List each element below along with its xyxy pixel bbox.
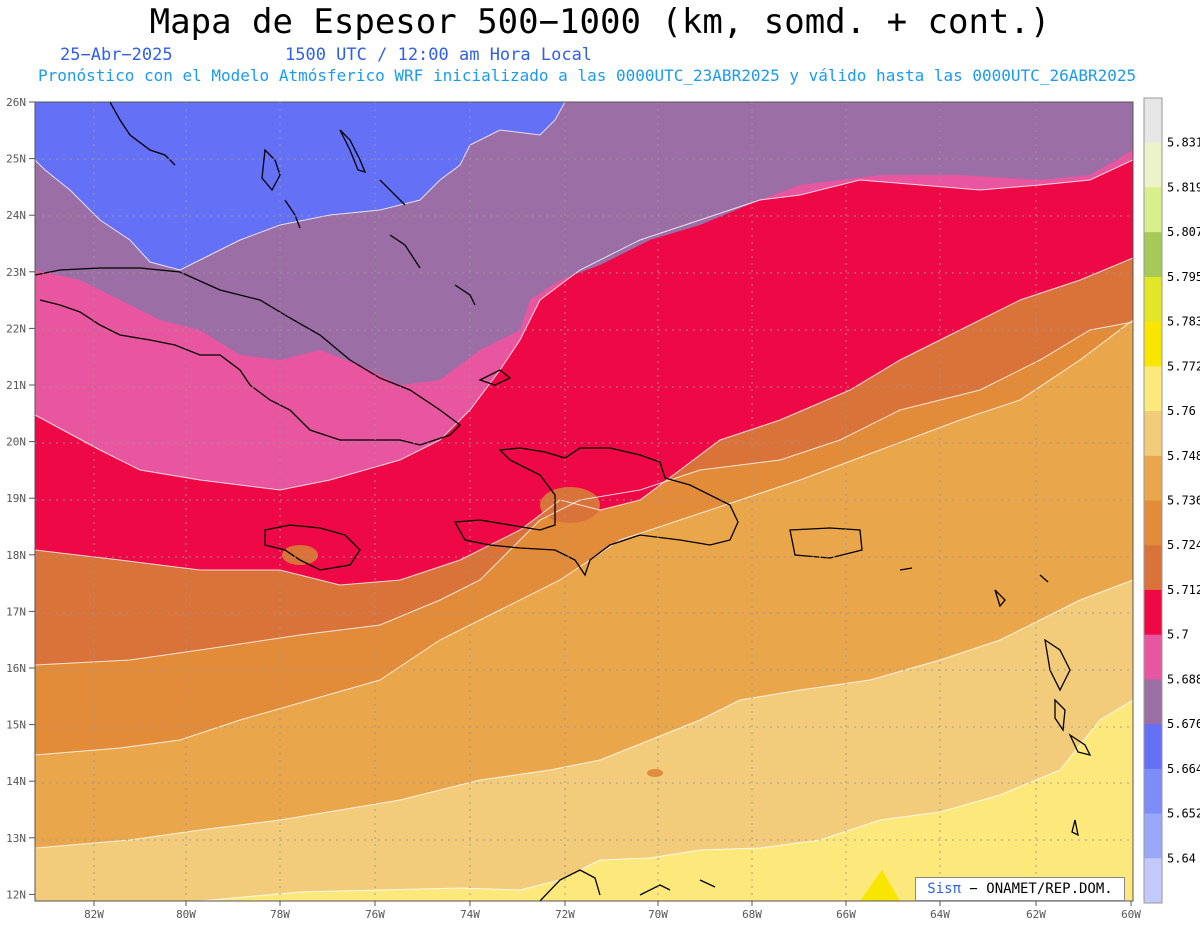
grid (35, 102, 1133, 901)
lon-label-74W: 74W (460, 908, 480, 921)
lon-label-78W: 78W (270, 908, 290, 921)
colorbar-swatch (1144, 232, 1162, 278)
colorbar-label: 5.688 (1167, 672, 1200, 686)
colorbar-swatch (1144, 366, 1162, 412)
colorbar-swatch (1144, 187, 1162, 233)
lat-label-23N: 23N (6, 266, 26, 279)
lat-label-16N: 16N (6, 662, 26, 675)
lon-label-72W: 72W (555, 908, 575, 921)
lon-label-82W: 82W (84, 908, 104, 921)
colorbar-label: 5.831 (1167, 136, 1200, 150)
lon-label-62W: 62W (1026, 908, 1046, 921)
colorbar-swatch (1144, 768, 1162, 815)
colorbar-swatch (1144, 858, 1162, 904)
lat-label-21N: 21N (6, 379, 26, 392)
lat-label-19N: 19N (6, 492, 26, 505)
colorbar-label: 5.652 (1167, 807, 1200, 821)
colorbar-label: 5.783 (1167, 315, 1200, 329)
colorbar-label: 5.76 (1167, 404, 1196, 418)
credit-text: − ONAMET/REP.DOM. (961, 881, 1113, 897)
credit-pi: π (952, 881, 961, 897)
colorbar-swatch (1144, 813, 1162, 859)
contour-fill (35, 102, 1133, 901)
band-5676 (35, 102, 565, 270)
lat-label-24N: 24N (6, 209, 26, 222)
lon-label-60W: 60W (1121, 908, 1141, 921)
lon-label-64W: 64W (930, 908, 950, 921)
lon-label-68W: 68W (742, 908, 762, 921)
lat-label-15N: 15N (6, 719, 26, 732)
colorbar-swatch (1144, 679, 1162, 725)
colorbar-swatch (1144, 634, 1162, 680)
colorbar-swatch (1144, 98, 1162, 144)
lon-label-66W: 66W (836, 908, 856, 921)
colorbar-swatch (1144, 455, 1162, 501)
colorbar (1143, 97, 1163, 904)
colorbar-swatch (1144, 321, 1162, 367)
lat-label-20N: 20N (6, 436, 26, 449)
lat-label-26N: 26N (6, 96, 26, 109)
colorbar-label: 5.819 (1167, 180, 1200, 194)
colorbar-swatch (1144, 724, 1162, 770)
colorbar-label: 5.807 (1167, 225, 1200, 239)
colorbar-label: 5.748 (1167, 449, 1200, 463)
colorbar-labels: 5.64 5.652 5.664 5.676 5.688 5.7 5.712 5.724 5.7… (1167, 136, 1200, 866)
colorbar-label: 5.664 (1167, 762, 1200, 776)
lat-label-18N: 18N (6, 549, 26, 562)
colorbar-swatch (1144, 411, 1162, 457)
lat-label-12N: 12N (6, 888, 26, 901)
colorbar-label: 5.64 (1167, 851, 1196, 865)
latitude-axis: 26N 25N 24N 23N 22N 21N 20N 19N 18N 17N 16N 15N 14N 1… (6, 96, 35, 901)
colorbar-label: 5.7 (1167, 628, 1189, 642)
colorbar-swatch (1144, 545, 1162, 591)
lat-label-13N: 13N (6, 832, 26, 845)
map-frame (34, 101, 1134, 902)
colorbar-frame (1143, 97, 1163, 904)
colorbar-label: 5.736 (1167, 494, 1200, 508)
coastlines (35, 102, 1092, 901)
lat-label-14N: 14N (6, 775, 26, 788)
colorbar-swatch (1144, 500, 1162, 546)
lat-label-22N: 22N (6, 322, 26, 335)
lon-label-80W: 80W (176, 908, 196, 921)
lon-label-76W: 76W (365, 908, 385, 921)
map-title: Mapa de Espesor 500−1000 (km, somd. + co… (149, 2, 1051, 42)
lat-label-25N: 25N (6, 153, 26, 166)
credit-box: Sisπ − ONAMET/REP.DOM. (915, 877, 1125, 901)
lat-label-17N: 17N (6, 605, 26, 618)
credit-sis: Sis (927, 881, 953, 897)
colorbar-swatch (1144, 276, 1162, 323)
colorbar-label: 5.712 (1167, 583, 1200, 597)
colorbar-swatch (1144, 589, 1162, 636)
date-label: 25−Abr−2025 (60, 45, 173, 65)
longitude-axis: 82W 80W 78W 76W 74W 72W 70W 68W 66W 64W 62W 60W (84, 901, 1141, 921)
colorbar-label: 5.772 (1167, 359, 1200, 373)
colorbar-label: 5.724 (1167, 538, 1200, 552)
colorbar-swatch (1144, 142, 1162, 188)
lon-label-70W: 70W (648, 908, 668, 921)
time-label: 1500 UTC / 12:00 am Hora Local (285, 45, 593, 65)
colorbar-label: 5.676 (1167, 717, 1200, 731)
forecast-info: Pronóstico con el Modelo Atmósferico WRF… (38, 66, 1137, 85)
colorbar-label: 5.795 (1167, 270, 1200, 284)
